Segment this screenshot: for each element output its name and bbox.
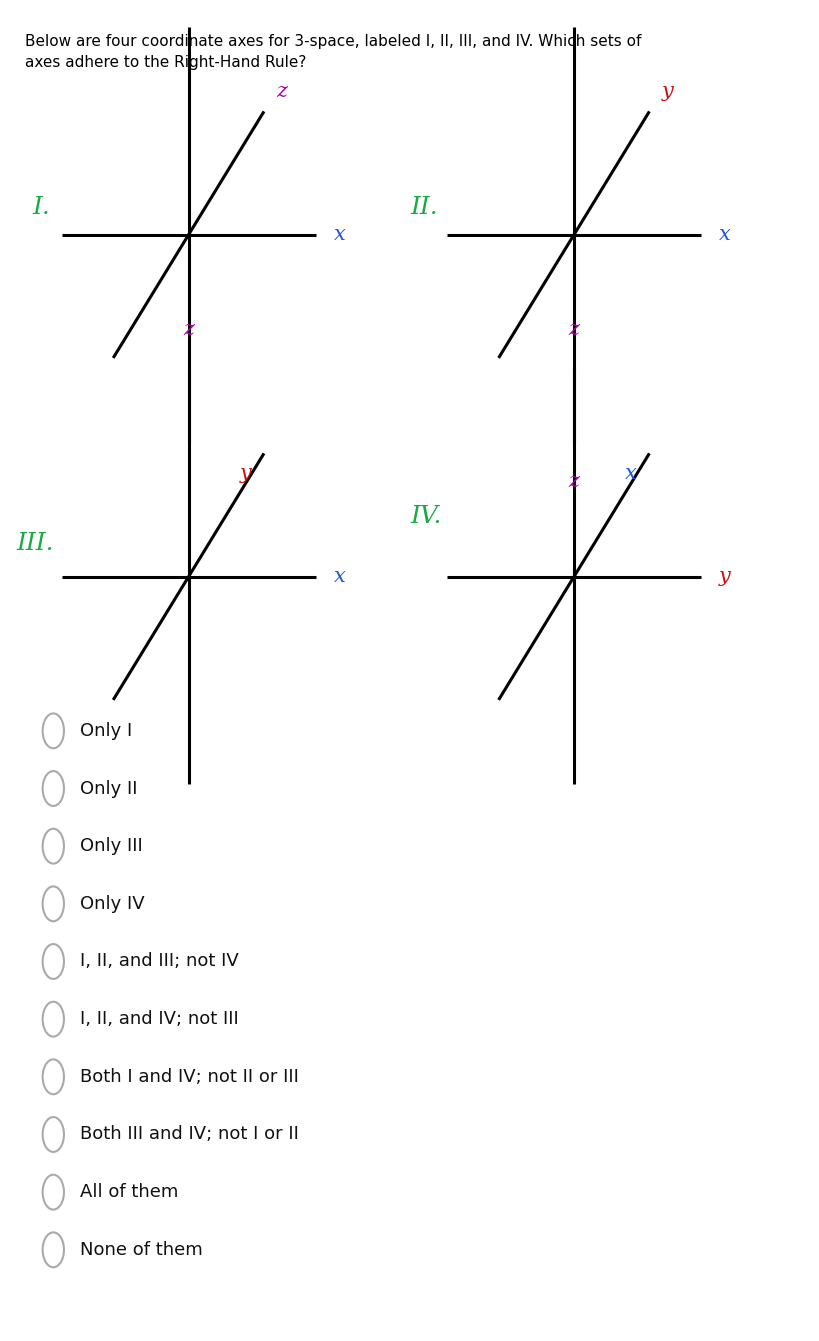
Text: z: z <box>183 320 194 339</box>
Text: x: x <box>333 567 345 586</box>
Text: I, II, and III; not IV: I, II, and III; not IV <box>80 952 239 971</box>
Text: II.: II. <box>410 196 437 220</box>
Text: III.: III. <box>16 531 54 555</box>
Text: I.: I. <box>33 196 51 220</box>
Text: y: y <box>661 82 672 101</box>
Text: Only II: Only II <box>80 779 138 798</box>
Text: None of them: None of them <box>80 1240 203 1259</box>
Text: Only III: Only III <box>80 837 143 856</box>
Text: Both I and IV; not II or III: Both I and IV; not II or III <box>80 1067 299 1086</box>
Text: I, II, and IV; not III: I, II, and IV; not III <box>80 1010 239 1029</box>
Text: x: x <box>625 464 636 483</box>
Text: Only IV: Only IV <box>80 894 145 913</box>
Text: z: z <box>568 472 579 491</box>
Text: x: x <box>333 225 345 244</box>
Text: IV.: IV. <box>410 504 441 528</box>
Text: Only I: Only I <box>80 721 133 740</box>
Text: z: z <box>276 82 287 101</box>
Text: All of them: All of them <box>80 1183 179 1202</box>
Text: y: y <box>240 464 251 483</box>
Text: y: y <box>718 567 730 586</box>
Text: Both III and IV; not I or II: Both III and IV; not I or II <box>80 1125 299 1144</box>
Text: z: z <box>568 320 579 339</box>
Text: Below are four coordinate axes for 3-space, labeled I, II, III, and IV. Which se: Below are four coordinate axes for 3-spa… <box>25 34 640 70</box>
Text: x: x <box>718 225 730 244</box>
